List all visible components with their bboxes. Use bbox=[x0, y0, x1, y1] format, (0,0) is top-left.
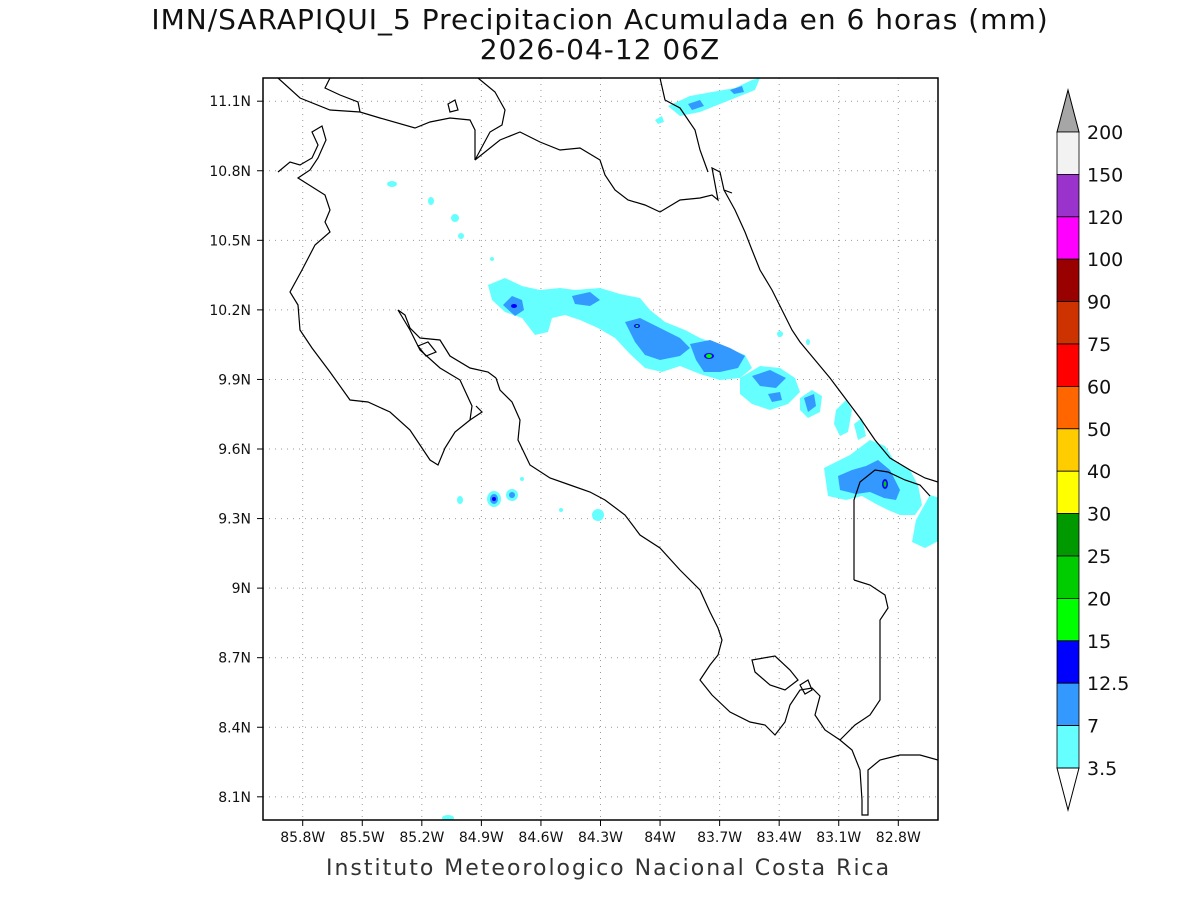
lat-tick-label: 11.1N bbox=[209, 94, 251, 110]
map-axes: 85.8W 85.5W 85.2W 84.9W 84.6W 84.3W 84W 83.7W 83… bbox=[209, 94, 921, 846]
colorbar-swatch bbox=[1056, 428, 1080, 472]
precip-area-medium bbox=[688, 100, 704, 110]
precip-area-light bbox=[854, 418, 866, 440]
lon-tick-label: 85.8W bbox=[280, 830, 325, 846]
precip-area-medium bbox=[838, 460, 900, 500]
precip-area-medium bbox=[804, 394, 816, 412]
lon-tick-label: 84.3W bbox=[578, 830, 623, 846]
precip-area-medium bbox=[752, 370, 786, 388]
colorbar-level-label: 90 bbox=[1087, 292, 1111, 314]
precip-area-medium bbox=[768, 392, 782, 402]
lon-tick-label: 84.6W bbox=[518, 830, 563, 846]
coastline bbox=[277, 78, 938, 816]
colorbar-swatch bbox=[1056, 173, 1080, 218]
colorbar-swatch bbox=[1056, 470, 1080, 515]
colorbar-swatch bbox=[1056, 555, 1080, 599]
colorbar-swatch bbox=[1056, 513, 1080, 557]
colorbar-swatch bbox=[1056, 216, 1080, 260]
colorbar-level-label: 20 bbox=[1087, 588, 1111, 610]
lon-tick-label: 83.1W bbox=[816, 830, 861, 846]
precip-area-medium bbox=[730, 86, 744, 94]
colorbar-level-label: 120 bbox=[1087, 207, 1123, 229]
map-grid bbox=[263, 78, 938, 820]
precip-area-light bbox=[488, 278, 752, 380]
lat-tick-label: 8.7N bbox=[218, 651, 251, 667]
colorbar-swatch bbox=[1056, 301, 1080, 345]
precip-area-light bbox=[912, 495, 938, 548]
lat-tick-label: 9.6N bbox=[218, 442, 251, 458]
colorbar-level-label: 200 bbox=[1087, 122, 1123, 144]
colorbar-level-label: 60 bbox=[1087, 376, 1111, 398]
lat-tick-label: 10.5N bbox=[209, 233, 251, 249]
lon-tick-label: 83.7W bbox=[697, 830, 742, 846]
colorbar-level-label: 100 bbox=[1087, 249, 1123, 271]
lat-tick-label: 9N bbox=[232, 581, 251, 597]
colorbar-swatch bbox=[1056, 598, 1080, 642]
colorbar-level-label: 25 bbox=[1087, 546, 1111, 568]
colorbar-level-label: 15 bbox=[1087, 631, 1111, 653]
colorbar-level-label: 75 bbox=[1087, 334, 1111, 356]
precipitation-field bbox=[387, 78, 938, 820]
lon-tick-label: 84.9W bbox=[459, 830, 504, 846]
colorbar-bottom-arrow bbox=[1056, 767, 1080, 812]
colorbar-level-label: 7 bbox=[1087, 716, 1099, 738]
precip-area-medium bbox=[572, 292, 600, 306]
colorbar-level-label: 3.5 bbox=[1087, 758, 1117, 780]
colorbar-level-label: 150 bbox=[1087, 164, 1123, 186]
colorbar-swatch bbox=[1056, 725, 1080, 769]
lat-tick-label: 8.4N bbox=[218, 720, 251, 736]
colorbar-swatch bbox=[1056, 640, 1080, 684]
footer-credit: Instituto Meteorologico Nacional Costa R… bbox=[326, 856, 892, 881]
lon-tick-label: 82.8W bbox=[876, 830, 921, 846]
colorbar-swatch bbox=[1056, 682, 1080, 727]
colorbar-swatch bbox=[1056, 343, 1080, 387]
lon-tick-label: 84W bbox=[644, 830, 676, 846]
colorbar-swatch bbox=[1056, 131, 1080, 175]
colorbar: 200 150 120 100 90 75 60 50 40 30 25 20 15 12.5 7 3.5 bbox=[1056, 88, 1129, 812]
precip-area-medium bbox=[690, 340, 745, 372]
lat-tick-label: 9.9N bbox=[218, 372, 251, 388]
map-datetime: 2026-04-12 06Z bbox=[479, 33, 721, 66]
colorbar-level-label: 12.5 bbox=[1087, 673, 1129, 695]
colorbar-level-label: 40 bbox=[1087, 461, 1111, 483]
lat-tick-label: 10.8N bbox=[209, 164, 251, 180]
colorbar-swatch bbox=[1056, 258, 1080, 303]
lon-tick-label: 85.2W bbox=[399, 830, 444, 846]
colorbar-level-label: 50 bbox=[1087, 419, 1111, 441]
precip-area-medium bbox=[625, 318, 690, 360]
map-title: IMN/SARAPIQUI_5 Precipitacion Acumulada … bbox=[151, 3, 1049, 36]
precip-area-light bbox=[834, 400, 852, 436]
lon-tick-label: 85.5W bbox=[340, 830, 385, 846]
lat-tick-label: 8.1N bbox=[218, 790, 251, 806]
lat-tick-label: 10.2N bbox=[209, 303, 251, 319]
colorbar-top-arrow bbox=[1056, 88, 1080, 133]
colorbar-level-label: 30 bbox=[1087, 504, 1111, 526]
lat-tick-label: 9.3N bbox=[218, 512, 251, 528]
precip-area-light bbox=[655, 116, 664, 124]
colorbar-swatch bbox=[1056, 385, 1080, 430]
lon-tick-label: 83.4W bbox=[757, 830, 802, 846]
